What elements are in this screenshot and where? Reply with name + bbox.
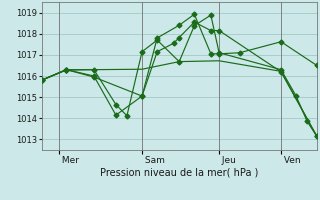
X-axis label: Pression niveau de la mer( hPa ): Pression niveau de la mer( hPa )	[100, 167, 258, 177]
